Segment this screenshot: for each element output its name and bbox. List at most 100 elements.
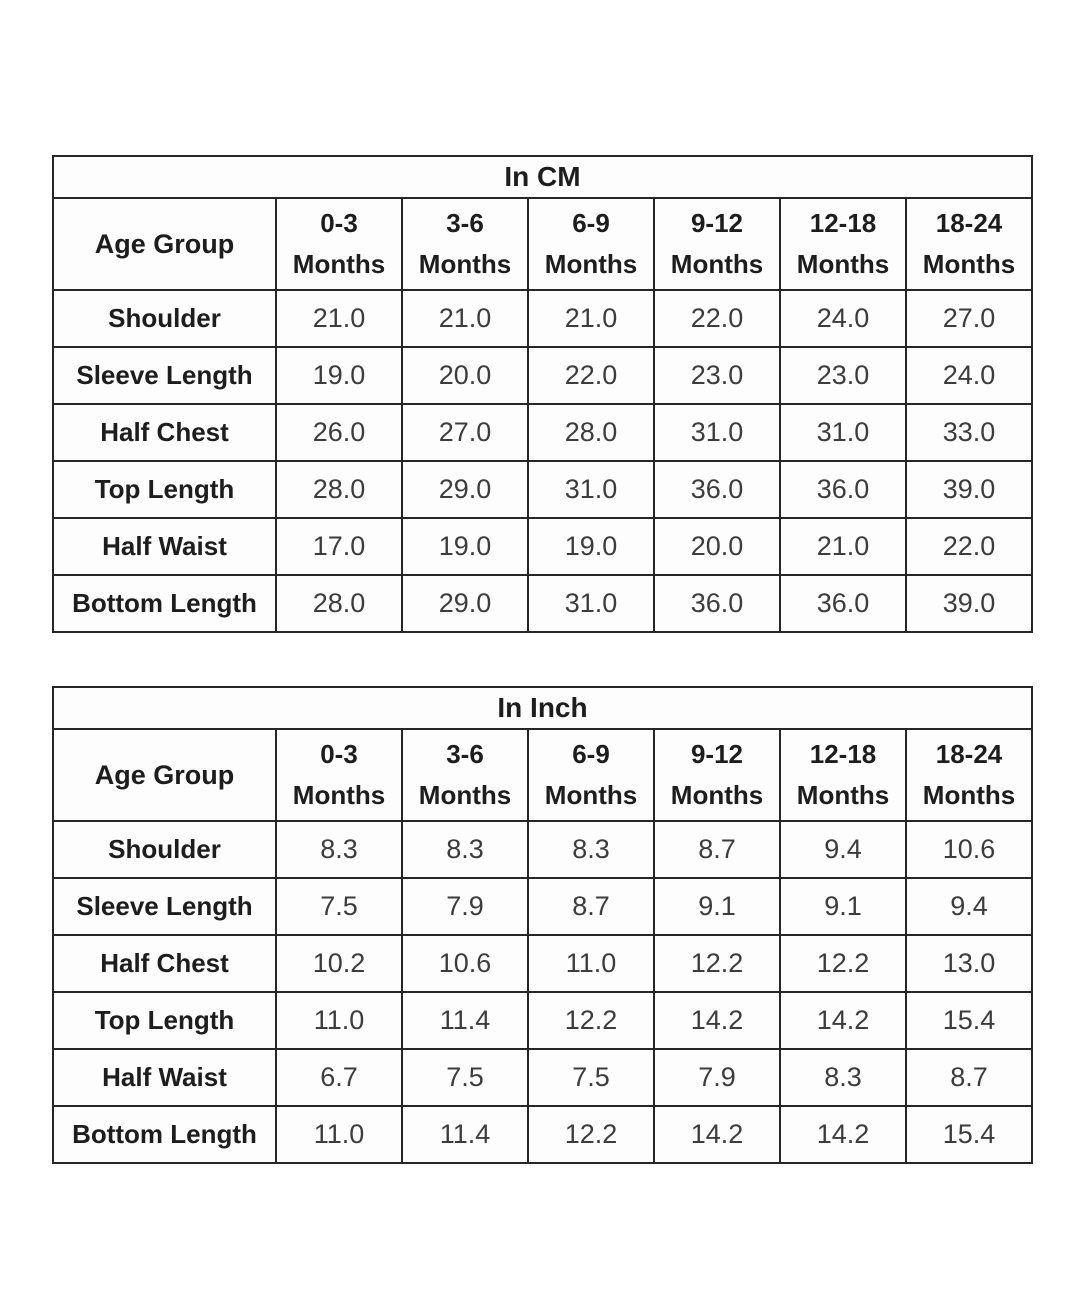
col-header-range: 12-18 bbox=[809, 739, 877, 769]
value-cell: 14.2 bbox=[653, 991, 781, 1050]
value-cell: 20.0 bbox=[401, 346, 529, 405]
value-cell: 7.9 bbox=[653, 1048, 781, 1107]
value-cell: 10.6 bbox=[401, 934, 529, 993]
col-header-0-3-months: 0-3 Months bbox=[275, 728, 403, 822]
row-label: Bottom Length bbox=[52, 1105, 277, 1164]
value-cell: 21.0 bbox=[779, 517, 907, 576]
table-row: Sleeve Length 19.0 20.0 22.0 23.0 23.0 24.0 bbox=[52, 346, 1033, 405]
value-cell: 11.4 bbox=[401, 991, 529, 1050]
col-header-unit: Months bbox=[922, 780, 1016, 810]
table-title: In CM bbox=[52, 155, 1033, 199]
value-cell: 12.2 bbox=[527, 991, 655, 1050]
col-header-unit: Months bbox=[670, 780, 764, 810]
row-label: Shoulder bbox=[52, 820, 277, 879]
col-header-unit: Months bbox=[796, 249, 890, 279]
col-header-3-6-months: 3-6 Months bbox=[401, 197, 529, 291]
col-header-unit: Months bbox=[292, 249, 386, 279]
col-header-unit: Months bbox=[418, 249, 512, 279]
value-cell: 36.0 bbox=[779, 574, 907, 633]
size-table-inch: In Inch Age Group 0-3 Months 3-6 Months 6-9 Mon… bbox=[52, 686, 1033, 1164]
value-cell: 7.5 bbox=[401, 1048, 529, 1107]
value-cell: 21.0 bbox=[401, 289, 529, 348]
col-header-unit: Months bbox=[670, 249, 764, 279]
value-cell: 21.0 bbox=[527, 289, 655, 348]
row-label: Half Chest bbox=[52, 934, 277, 993]
col-header-unit: Months bbox=[922, 249, 1016, 279]
value-cell: 19.0 bbox=[527, 517, 655, 576]
value-cell: 8.3 bbox=[527, 820, 655, 879]
table-row: Half Waist 17.0 19.0 19.0 20.0 21.0 22.0 bbox=[52, 517, 1033, 576]
value-cell: 27.0 bbox=[905, 289, 1033, 348]
value-cell: 10.2 bbox=[275, 934, 403, 993]
value-cell: 8.7 bbox=[653, 820, 781, 879]
value-cell: 14.2 bbox=[779, 1105, 907, 1164]
row-label: Top Length bbox=[52, 460, 277, 519]
table-row: Half Chest 26.0 27.0 28.0 31.0 31.0 33.0 bbox=[52, 403, 1033, 462]
col-header-12-18-months: 12-18 Months bbox=[779, 728, 907, 822]
value-cell: 31.0 bbox=[527, 460, 655, 519]
title-row: In CM bbox=[52, 155, 1033, 199]
value-cell: 19.0 bbox=[275, 346, 403, 405]
value-cell: 29.0 bbox=[401, 460, 529, 519]
value-cell: 28.0 bbox=[275, 574, 403, 633]
value-cell: 31.0 bbox=[779, 403, 907, 462]
col-header-0-3-months: 0-3 Months bbox=[275, 197, 403, 291]
row-label: Half Chest bbox=[52, 403, 277, 462]
value-cell: 9.1 bbox=[653, 877, 781, 936]
row-label: Bottom Length bbox=[52, 574, 277, 633]
value-cell: 24.0 bbox=[779, 289, 907, 348]
col-header-range: 0-3 bbox=[320, 208, 358, 238]
table-row: Shoulder 21.0 21.0 21.0 22.0 24.0 27.0 bbox=[52, 289, 1033, 348]
table-row: Top Length 28.0 29.0 31.0 36.0 36.0 39.0 bbox=[52, 460, 1033, 519]
value-cell: 7.9 bbox=[401, 877, 529, 936]
value-cell: 11.4 bbox=[401, 1105, 529, 1164]
table-row: Half Chest 10.2 10.6 11.0 12.2 12.2 13.0 bbox=[52, 934, 1033, 993]
col-header-6-9-months: 6-9 Months bbox=[527, 197, 655, 291]
col-header-range: 9-12 bbox=[690, 739, 744, 769]
value-cell: 24.0 bbox=[905, 346, 1033, 405]
value-cell: 20.0 bbox=[653, 517, 781, 576]
table-row: Sleeve Length 7.5 7.9 8.7 9.1 9.1 9.4 bbox=[52, 877, 1033, 936]
value-cell: 22.0 bbox=[653, 289, 781, 348]
value-cell: 22.0 bbox=[527, 346, 655, 405]
value-cell: 39.0 bbox=[905, 574, 1033, 633]
value-cell: 8.7 bbox=[527, 877, 655, 936]
value-cell: 33.0 bbox=[905, 403, 1033, 462]
table-row: Shoulder 8.3 8.3 8.3 8.7 9.4 10.6 bbox=[52, 820, 1033, 879]
value-cell: 7.5 bbox=[527, 1048, 655, 1107]
age-group-header: Age Group bbox=[52, 728, 277, 822]
col-header-unit: Months bbox=[796, 780, 890, 810]
value-cell: 9.4 bbox=[905, 877, 1033, 936]
value-cell: 7.5 bbox=[275, 877, 403, 936]
value-cell: 6.7 bbox=[275, 1048, 403, 1107]
value-cell: 11.0 bbox=[527, 934, 655, 993]
table-row: Top Length 11.0 11.4 12.2 14.2 14.2 15.4 bbox=[52, 991, 1033, 1050]
table-row: Half Waist 6.7 7.5 7.5 7.9 8.3 8.7 bbox=[52, 1048, 1033, 1107]
value-cell: 11.0 bbox=[275, 1105, 403, 1164]
value-cell: 14.2 bbox=[779, 991, 907, 1050]
value-cell: 15.4 bbox=[905, 991, 1033, 1050]
value-cell: 8.3 bbox=[779, 1048, 907, 1107]
col-header-unit: Months bbox=[544, 780, 638, 810]
col-header-9-12-months: 9-12 Months bbox=[653, 197, 781, 291]
value-cell: 23.0 bbox=[653, 346, 781, 405]
age-group-header: Age Group bbox=[52, 197, 277, 291]
col-header-12-18-months: 12-18 Months bbox=[779, 197, 907, 291]
value-cell: 31.0 bbox=[653, 403, 781, 462]
value-cell: 26.0 bbox=[275, 403, 403, 462]
value-cell: 9.4 bbox=[779, 820, 907, 879]
size-table-cm: In CM Age Group 0-3 Months 3-6 Months 6-9 Month… bbox=[52, 155, 1033, 633]
value-cell: 12.2 bbox=[527, 1105, 655, 1164]
col-header-range: 9-12 bbox=[690, 208, 744, 238]
value-cell: 15.4 bbox=[905, 1105, 1033, 1164]
col-header-unit: Months bbox=[418, 780, 512, 810]
value-cell: 23.0 bbox=[779, 346, 907, 405]
col-header-range: 18-24 bbox=[935, 208, 1003, 238]
col-header-range: 0-3 bbox=[320, 739, 358, 769]
col-header-unit: Months bbox=[292, 780, 386, 810]
value-cell: 19.0 bbox=[401, 517, 529, 576]
col-header-range: 12-18 bbox=[809, 208, 877, 238]
value-cell: 36.0 bbox=[653, 460, 781, 519]
value-cell: 12.2 bbox=[779, 934, 907, 993]
header-row: Age Group 0-3 Months 3-6 Months 6-9 Months 9-12… bbox=[52, 197, 1033, 291]
